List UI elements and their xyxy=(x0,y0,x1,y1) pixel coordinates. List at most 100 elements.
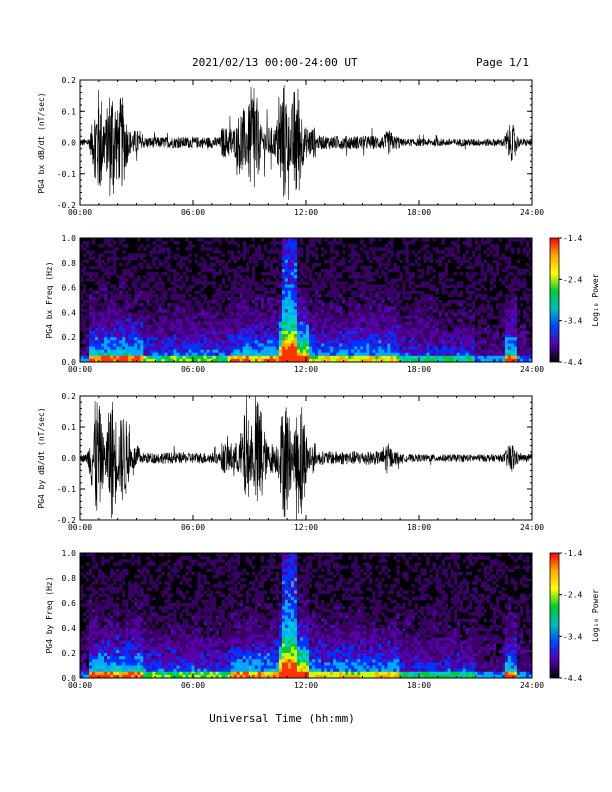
spectrogram-cell xyxy=(152,334,156,338)
spectrogram-cell xyxy=(185,343,189,347)
spectrogram-cell xyxy=(441,275,445,279)
spectrogram-cell xyxy=(284,312,289,316)
spectrogram-cell xyxy=(459,349,463,353)
y-axis-label: PG4 by dB/dt (nT/sec) xyxy=(37,407,46,508)
spectrogram-cell xyxy=(351,309,355,313)
spectrogram-cell xyxy=(107,671,111,676)
spectrogram-cell xyxy=(393,349,397,353)
spectrogram-cell xyxy=(522,269,527,273)
spectrogram-cell xyxy=(197,334,201,338)
spectrogram-cell xyxy=(384,355,388,360)
spectrogram-cell xyxy=(110,671,114,676)
spectrogram-cell xyxy=(519,241,524,245)
spectrogram-cell xyxy=(465,272,470,276)
spectrogram-cell xyxy=(137,334,141,338)
spectrogram-cell xyxy=(299,349,304,353)
spectrogram-cell xyxy=(495,337,500,341)
spectrogram-cell xyxy=(113,256,117,260)
spectrogram-cell xyxy=(239,349,244,353)
spectrogram-cell xyxy=(516,346,521,350)
spectrogram-cell xyxy=(83,340,87,344)
spectrogram-cell xyxy=(366,303,370,307)
spectrogram-cell xyxy=(354,265,358,270)
spectrogram-cell xyxy=(122,244,126,248)
spectrogram-cell xyxy=(453,355,457,360)
spectrogram-cell xyxy=(321,269,325,273)
spectrogram-cell xyxy=(324,312,328,316)
spectrogram-cell xyxy=(495,269,500,273)
spectrogram-cell xyxy=(80,244,84,248)
spectrogram-cell xyxy=(191,312,195,316)
spectrogram-cell xyxy=(321,278,325,282)
spectrogram-cell xyxy=(354,306,358,310)
spectrogram-cell xyxy=(447,337,451,341)
spectrogram-cell xyxy=(125,352,129,357)
spectrogram-cell xyxy=(363,315,367,319)
spectrogram-cell xyxy=(306,296,310,301)
spectrogram-cell xyxy=(429,303,433,307)
spectrogram-cell xyxy=(281,327,286,332)
spectrogram-cell xyxy=(372,272,376,276)
spectrogram-cell xyxy=(269,327,274,332)
spectrogram-cell xyxy=(116,275,120,279)
spectrogram-cell xyxy=(507,358,512,363)
spectrogram-cell xyxy=(191,309,195,313)
spectrogram-cell xyxy=(266,278,271,282)
spectrogram-cell xyxy=(456,259,460,264)
spectrogram-cell xyxy=(230,256,234,260)
spectrogram-cell xyxy=(441,290,445,295)
spectrogram-cell xyxy=(122,343,126,347)
spectrogram-cell xyxy=(80,296,84,301)
spectrogram-cell xyxy=(522,324,527,329)
spectrogram-cell xyxy=(119,571,123,576)
spectrogram-cell xyxy=(519,352,524,357)
spectrogram-cell xyxy=(336,241,340,245)
spectrogram-cell xyxy=(251,309,256,313)
spectrogram-cell xyxy=(429,312,433,316)
spectrogram-cell xyxy=(194,327,198,332)
spectrogram-cell xyxy=(281,275,286,279)
spectrogram-cell xyxy=(113,649,117,654)
spectrogram-cell xyxy=(233,256,237,260)
spectrogram-cell xyxy=(513,309,518,313)
spectrogram-cell xyxy=(312,244,316,248)
spectrogram-cell xyxy=(459,321,463,326)
spectrogram-cell xyxy=(272,272,277,276)
spectrogram-cell xyxy=(140,355,144,360)
spectrogram-cell xyxy=(95,599,99,604)
spectrogram-cell xyxy=(227,337,231,341)
spectrogram-cell xyxy=(278,256,283,260)
spectrogram-cell xyxy=(480,262,485,267)
spectrogram-cell xyxy=(393,352,397,357)
spectrogram-cell xyxy=(357,327,361,332)
spectrogram-cell xyxy=(330,259,334,264)
spectrogram-cell xyxy=(396,355,400,360)
spectrogram-cell xyxy=(507,262,512,267)
spectrogram-cell xyxy=(450,355,454,360)
spectrogram-cell xyxy=(327,331,331,335)
spectrogram-cell xyxy=(293,309,298,313)
spectrogram-cell xyxy=(351,312,355,316)
spectrogram-cell xyxy=(522,355,527,360)
spectrogram-cell xyxy=(167,253,171,257)
spectrogram-cell xyxy=(459,340,463,344)
spectrogram-cell xyxy=(432,331,436,335)
spectrogram-cell xyxy=(275,278,280,282)
spectrogram-cell xyxy=(321,331,325,335)
spectrogram-cell xyxy=(182,327,186,332)
spectrogram-cell xyxy=(477,293,482,298)
spectrogram-cell xyxy=(477,358,482,363)
spectrogram-cell xyxy=(309,337,313,341)
spectrogram-cell xyxy=(242,244,247,248)
spectrogram-cell xyxy=(137,309,141,313)
spectrogram-cell xyxy=(221,278,225,282)
spectrogram-cell xyxy=(86,578,90,582)
spectrogram-cell xyxy=(330,349,334,353)
spectrogram-cell xyxy=(116,656,120,660)
spectrogram-cell xyxy=(284,238,289,242)
spectrogram-cell xyxy=(152,300,156,304)
spectrogram-cell xyxy=(113,609,117,613)
spectrogram-cell xyxy=(324,343,328,347)
spectrogram-cell xyxy=(206,343,210,347)
spectrogram-cell xyxy=(471,355,476,360)
